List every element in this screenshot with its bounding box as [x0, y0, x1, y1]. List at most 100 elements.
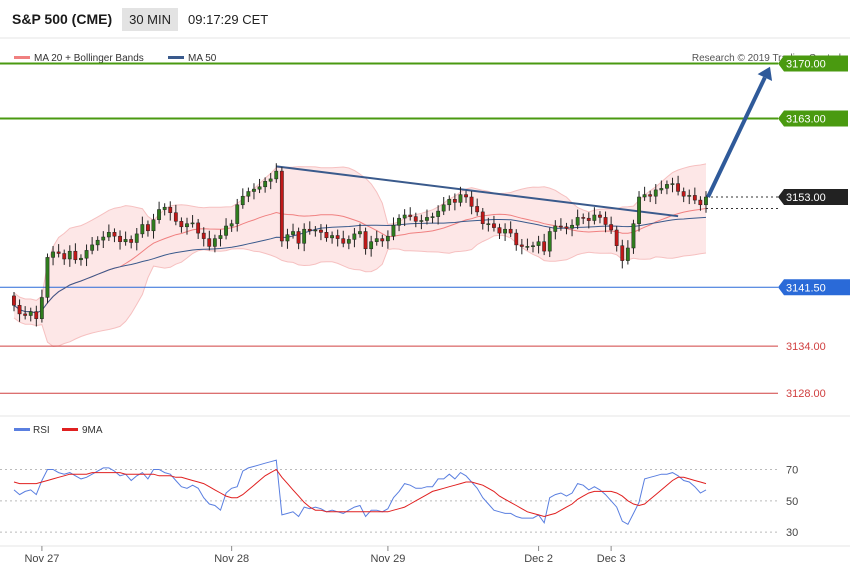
- candle: [263, 177, 268, 193]
- candle: [224, 218, 228, 240]
- candle-body-down: [335, 235, 340, 239]
- candle-body-down: [581, 217, 586, 219]
- candle: [430, 212, 435, 224]
- candle: [402, 209, 407, 227]
- candle: [112, 228, 117, 243]
- level-tag-text: 3163.00: [786, 113, 826, 125]
- candle-body-down: [23, 313, 28, 316]
- candle-body-up: [553, 225, 558, 232]
- candle-body-up: [274, 170, 279, 180]
- level-tag-background: [778, 188, 848, 205]
- candle: [190, 215, 195, 228]
- candle: [324, 224, 329, 242]
- level-tag-text: 3170.00: [786, 59, 826, 71]
- candle: [346, 235, 351, 250]
- candle: [51, 246, 55, 266]
- candle: [279, 167, 284, 247]
- candle: [73, 243, 78, 264]
- candle-body-up: [570, 224, 574, 229]
- x-tick-label: Nov 29: [370, 553, 405, 565]
- candle-body-up: [397, 217, 401, 226]
- candle: [603, 211, 608, 233]
- candle-body-up: [625, 247, 630, 261]
- candle: [140, 216, 145, 238]
- candle-body-up: [436, 210, 441, 217]
- candle-body-down: [603, 217, 608, 225]
- candle: [285, 228, 290, 249]
- x-tick-label: Dec 2: [524, 553, 553, 565]
- candle-body-up: [229, 223, 234, 227]
- bb-legend-swatch: [14, 56, 30, 59]
- candle-body-down: [676, 183, 680, 192]
- candle: [637, 191, 641, 232]
- projection-arrow-head: [757, 66, 773, 81]
- candle: [84, 244, 89, 267]
- candle-body-up: [45, 257, 50, 298]
- candle-body-up: [419, 220, 424, 222]
- candle-body-up: [525, 246, 530, 248]
- candle-body-up: [252, 188, 256, 192]
- candle: [179, 217, 184, 233]
- candle-body-down: [681, 191, 686, 197]
- candle: [252, 183, 256, 200]
- candle-body-up: [95, 239, 100, 246]
- candle: [146, 220, 150, 237]
- candle: [106, 224, 111, 241]
- candle-body-up: [79, 257, 83, 261]
- candle-body-down: [168, 206, 173, 213]
- candle: [419, 214, 424, 230]
- rsi-legend-swatch: [14, 428, 30, 431]
- candle-body-up: [687, 195, 692, 197]
- candle: [229, 219, 234, 232]
- candle: [542, 233, 547, 256]
- candle-body-up: [425, 217, 429, 221]
- candle-body-up: [218, 235, 223, 239]
- candle-body-up: [313, 229, 318, 232]
- level-tag-background: [778, 55, 848, 72]
- candle: [687, 189, 692, 205]
- timeframe-badge[interactable]: 30 MIN: [122, 7, 179, 31]
- candle: [514, 229, 519, 251]
- candle: [503, 223, 507, 241]
- trendline-group: [276, 165, 679, 218]
- rsi-ma-legend-swatch: [62, 428, 78, 431]
- candle: [313, 226, 318, 237]
- candle-body-down: [598, 214, 602, 218]
- candle: [45, 253, 50, 304]
- candle-body-up: [369, 241, 374, 250]
- candle-body-up: [246, 191, 251, 197]
- candle-body-down: [207, 238, 212, 247]
- candle-body-down: [319, 229, 323, 233]
- level-tag-text: 3141.50: [786, 282, 826, 294]
- candle: [196, 218, 201, 239]
- candle: [525, 238, 530, 251]
- level-tag-pivot: 3141.50: [778, 279, 850, 296]
- candle: [201, 227, 206, 247]
- candle: [291, 223, 295, 239]
- candle-body-up: [458, 194, 463, 203]
- candle-body-up: [263, 181, 268, 188]
- candle: [23, 306, 28, 320]
- bollinger-fill: [14, 163, 706, 347]
- candle: [547, 227, 552, 258]
- candle-body-down: [146, 224, 150, 232]
- candle-body-up: [346, 239, 351, 244]
- bollinger-upper-band: [13, 163, 707, 301]
- candle-body-down: [380, 238, 385, 242]
- candle: [648, 190, 653, 203]
- level-tag-text: 3153.00: [786, 192, 826, 204]
- candle: [508, 221, 513, 238]
- candle-body-up: [447, 199, 452, 206]
- candle: [274, 163, 279, 183]
- candle: [625, 240, 630, 265]
- candle-body-down: [201, 232, 206, 239]
- rsi-line: [13, 459, 707, 525]
- projection-arrow: [706, 66, 773, 198]
- x-tick-label: Nov 27: [24, 553, 59, 565]
- candle: [12, 291, 16, 312]
- candle: [363, 227, 368, 255]
- price-legend: MA 20 + Bollinger Bands MA 50 Research ©…: [14, 53, 841, 64]
- descending-trendline: [276, 165, 679, 218]
- candle-body-up: [575, 217, 580, 226]
- candle: [469, 191, 474, 215]
